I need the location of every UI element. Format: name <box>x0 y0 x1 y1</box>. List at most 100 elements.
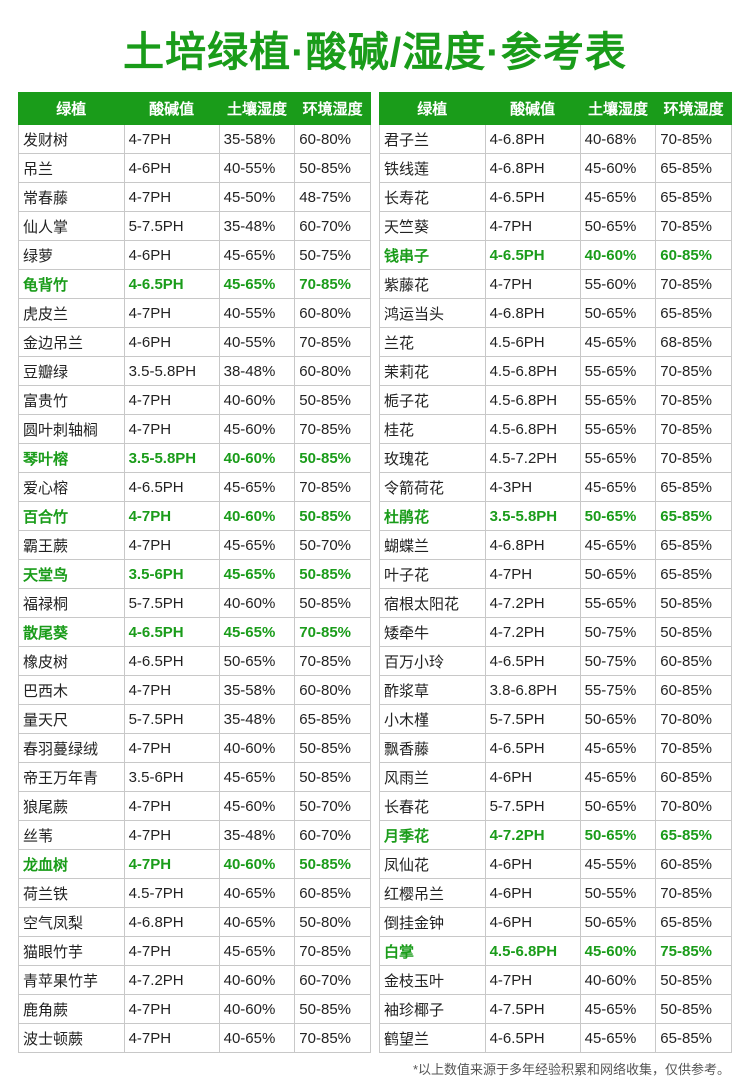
table-row: 波士顿蕨4-7PH40-65%70-85% <box>19 1024 371 1053</box>
cell-ph: 4-6PH <box>124 241 219 270</box>
cell-plant: 吊兰 <box>19 154 125 183</box>
cell-ph: 4-7PH <box>124 676 219 705</box>
cell-soil: 40-60% <box>219 850 295 879</box>
cell-plant: 霸王蕨 <box>19 531 125 560</box>
cell-soil: 35-48% <box>219 821 295 850</box>
cell-env: 60-70% <box>295 966 371 995</box>
table-row: 白掌4.5-6.8PH45-60%75-85% <box>380 937 732 966</box>
cell-env: 50-85% <box>295 850 371 879</box>
cell-env: 70-85% <box>656 212 732 241</box>
cell-env: 65-85% <box>295 705 371 734</box>
table-row: 金枝玉叶4-7PH40-60%50-85% <box>380 966 732 995</box>
cell-plant: 杜鹃花 <box>380 502 486 531</box>
cell-soil: 55-60% <box>580 270 656 299</box>
table-row: 龙血树4-7PH40-60%50-85% <box>19 850 371 879</box>
cell-plant: 天竺葵 <box>380 212 486 241</box>
cell-ph: 4-7.2PH <box>124 966 219 995</box>
cell-plant: 猫眼竹芋 <box>19 937 125 966</box>
cell-ph: 4.5-6.8PH <box>485 937 580 966</box>
cell-ph: 4-6.5PH <box>485 1024 580 1053</box>
table-row: 栀子花4.5-6.8PH55-65%70-85% <box>380 386 732 415</box>
cell-plant: 叶子花 <box>380 560 486 589</box>
table-row: 富贵竹4-7PH40-60%50-85% <box>19 386 371 415</box>
cell-plant: 倒挂金钟 <box>380 908 486 937</box>
cell-plant: 长春花 <box>380 792 486 821</box>
table-row: 琴叶榕3.5-5.8PH40-60%50-85% <box>19 444 371 473</box>
cell-soil: 50-65% <box>219 647 295 676</box>
table-row: 紫藤花4-7PH55-60%70-85% <box>380 270 732 299</box>
cell-plant: 令箭荷花 <box>380 473 486 502</box>
cell-ph: 4-6.8PH <box>485 531 580 560</box>
table-row: 凤仙花4-6PH45-55%60-85% <box>380 850 732 879</box>
cell-plant: 仙人掌 <box>19 212 125 241</box>
cell-soil: 45-65% <box>580 1024 656 1053</box>
cell-plant: 橡皮树 <box>19 647 125 676</box>
cell-env: 65-85% <box>656 908 732 937</box>
cell-env: 70-85% <box>295 473 371 502</box>
cell-ph: 3.5-5.8PH <box>485 502 580 531</box>
table-row: 霸王蕨4-7PH45-65%50-70% <box>19 531 371 560</box>
table-row: 仙人掌5-7.5PH35-48%60-70% <box>19 212 371 241</box>
table-row: 空气凤梨4-6.8PH40-65%50-80% <box>19 908 371 937</box>
cell-ph: 5-7.5PH <box>124 212 219 241</box>
cell-plant: 酢浆草 <box>380 676 486 705</box>
cell-soil: 55-65% <box>580 415 656 444</box>
cell-ph: 4.5-6.8PH <box>485 357 580 386</box>
cell-ph: 4-6.8PH <box>485 154 580 183</box>
cell-soil: 45-50% <box>219 183 295 212</box>
cell-env: 50-85% <box>295 763 371 792</box>
cell-plant: 鸿运当头 <box>380 299 486 328</box>
table-row: 常春藤4-7PH45-50%48-75% <box>19 183 371 212</box>
cell-plant: 栀子花 <box>380 386 486 415</box>
cell-ph: 4-6.8PH <box>124 908 219 937</box>
cell-soil: 40-60% <box>219 502 295 531</box>
cell-ph: 4-7PH <box>124 125 219 154</box>
cell-soil: 40-60% <box>219 734 295 763</box>
table-row: 豆瓣绿3.5-5.8PH38-48%60-80% <box>19 357 371 386</box>
cell-plant: 鹿角蕨 <box>19 995 125 1024</box>
table-row: 百万小玲4-6.5PH50-75%60-85% <box>380 647 732 676</box>
footnote: *以上数值来源于多年经验积累和网络收集，仅供参考。 <box>0 1053 750 1078</box>
cell-ph: 4-6PH <box>124 154 219 183</box>
table-row: 鸿运当头4-6.8PH50-65%65-85% <box>380 299 732 328</box>
cell-plant: 鹤望兰 <box>380 1024 486 1053</box>
cell-env: 70-85% <box>295 415 371 444</box>
table-row: 发财树4-7PH35-58%60-80% <box>19 125 371 154</box>
cell-plant: 空气凤梨 <box>19 908 125 937</box>
cell-env: 70-85% <box>656 415 732 444</box>
col-plant: 绿植 <box>19 93 125 125</box>
cell-soil: 45-60% <box>219 792 295 821</box>
cell-plant: 凤仙花 <box>380 850 486 879</box>
cell-env: 60-85% <box>656 647 732 676</box>
cell-env: 65-85% <box>656 473 732 502</box>
cell-env: 70-85% <box>295 270 371 299</box>
cell-env: 60-80% <box>295 676 371 705</box>
cell-ph: 4-7PH <box>124 299 219 328</box>
table-row: 蝴蝶兰4-6.8PH45-65%65-85% <box>380 531 732 560</box>
cell-env: 70-85% <box>295 937 371 966</box>
cell-soil: 45-65% <box>219 270 295 299</box>
cell-env: 70-85% <box>656 270 732 299</box>
table-row: 丝苇4-7PH35-48%60-70% <box>19 821 371 850</box>
cell-plant: 发财树 <box>19 125 125 154</box>
page-title: 土培绿植·酸碱/湿度·参考表 <box>0 0 750 92</box>
cell-plant: 巴西木 <box>19 676 125 705</box>
col-plant: 绿植 <box>380 93 486 125</box>
cell-env: 60-80% <box>295 125 371 154</box>
cell-plant: 紫藤花 <box>380 270 486 299</box>
table-row: 茉莉花4.5-6.8PH55-65%70-85% <box>380 357 732 386</box>
table-row: 风雨兰4-6PH45-65%60-85% <box>380 763 732 792</box>
cell-soil: 45-65% <box>580 473 656 502</box>
cell-soil: 40-60% <box>219 995 295 1024</box>
cell-ph: 4-6.5PH <box>124 618 219 647</box>
cell-ph: 4-6.5PH <box>124 473 219 502</box>
cell-plant: 绿萝 <box>19 241 125 270</box>
cell-soil: 38-48% <box>219 357 295 386</box>
cell-ph: 4-6.5PH <box>124 270 219 299</box>
table-row: 荷兰铁4.5-7PH40-65%60-85% <box>19 879 371 908</box>
table-row: 青苹果竹芋4-7.2PH40-60%60-70% <box>19 966 371 995</box>
col-ph: 酸碱值 <box>485 93 580 125</box>
table-row: 令箭荷花4-3PH45-65%65-85% <box>380 473 732 502</box>
cell-ph: 4-7PH <box>124 792 219 821</box>
cell-soil: 45-65% <box>580 531 656 560</box>
